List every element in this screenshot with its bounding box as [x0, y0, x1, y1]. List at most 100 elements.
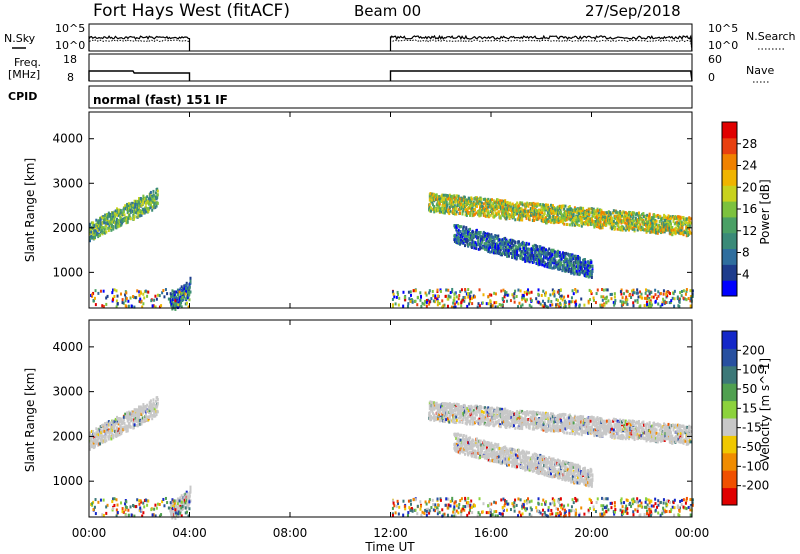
power-echo-point	[533, 257, 536, 261]
power-echo-point	[554, 250, 557, 254]
power-echo-point	[673, 289, 676, 293]
power-echo-point	[536, 245, 539, 249]
power-echo-point	[156, 196, 159, 200]
power-echo-point	[451, 287, 454, 291]
power-echo-point	[503, 248, 506, 252]
power-echo-point	[582, 263, 585, 267]
nsky-label: N.Sky	[4, 32, 36, 45]
power-echo-point	[403, 295, 406, 299]
power-echo-point	[471, 239, 474, 243]
power-echo-point	[420, 304, 423, 308]
power-echo-point	[555, 303, 558, 307]
power-echo-point	[535, 262, 538, 266]
power-echo-point	[556, 212, 559, 216]
velocity-echo-point	[107, 423, 110, 427]
power-echo-point	[438, 195, 441, 199]
power-echo-point	[536, 203, 539, 207]
power-echo-point	[491, 250, 494, 254]
power-echo-point	[524, 299, 527, 303]
velocity-echo-point	[175, 504, 178, 508]
power-echo-point	[539, 302, 542, 306]
power-echo-point	[518, 301, 521, 305]
y-tick-label: 2000	[52, 221, 83, 235]
power-echo-point	[528, 303, 531, 307]
power-echo-point	[480, 201, 483, 205]
power-echo-point	[97, 219, 100, 223]
power-echo-point	[498, 303, 501, 307]
power-echo-point	[647, 225, 650, 229]
power-echo-point	[438, 197, 441, 201]
power-echo-point	[534, 245, 537, 249]
velocity-echo-point	[98, 427, 101, 431]
power-echo-point	[560, 296, 563, 300]
power-echo-point	[90, 293, 93, 297]
velocity-echo-point	[183, 496, 186, 500]
power-echo-point	[443, 196, 446, 200]
power-echo-point	[489, 198, 492, 202]
power-echo-point	[140, 299, 143, 303]
power-echo-point	[686, 217, 689, 221]
power-echo-point	[497, 205, 500, 209]
power-echo-point	[463, 200, 466, 204]
power-echo-point	[620, 226, 623, 230]
power-echo-point	[551, 250, 554, 254]
power-echo-point	[523, 202, 526, 206]
velocity-echo-point	[442, 419, 445, 423]
power-echo-point	[634, 299, 637, 303]
power-echo-point	[658, 220, 661, 224]
power-echo-point	[682, 216, 685, 220]
velocity-echo-point	[111, 428, 114, 432]
power-echo-point	[485, 302, 488, 306]
power-echo-point	[662, 217, 665, 221]
power-echo-point	[470, 246, 473, 250]
power-echo-point	[464, 213, 467, 217]
power-echo-point	[126, 211, 129, 215]
power-echo-point	[505, 291, 508, 295]
power-echo-point	[433, 300, 436, 304]
power-echo-point	[458, 197, 461, 201]
power-echo-point	[177, 301, 180, 305]
power-echo-point	[508, 238, 511, 242]
power-echo-point	[538, 251, 541, 255]
power-echo-point	[456, 194, 459, 198]
velocity-echo-point	[92, 441, 95, 445]
power-echo-point	[94, 235, 97, 239]
power-echo-point	[605, 211, 608, 215]
power-echo-point	[663, 218, 666, 222]
power-echo-point	[599, 220, 602, 224]
power-echo-point	[91, 293, 94, 297]
power-echo-point	[453, 210, 456, 214]
power-echo-point	[109, 221, 112, 225]
power-echo-point	[515, 294, 518, 298]
power-echo-point	[396, 293, 399, 297]
velocity-echo-point	[107, 437, 110, 441]
velocity-echo-point	[122, 418, 125, 422]
velocity-echo-point	[435, 403, 438, 407]
power-echo-point	[685, 228, 688, 232]
power-echo-point	[457, 302, 460, 306]
velocity-echo-point	[149, 399, 152, 403]
power-echo-point	[474, 295, 477, 299]
power-echo-point	[127, 202, 130, 206]
power-echo-point	[519, 218, 522, 222]
power-echo-point	[464, 235, 467, 239]
power-echo-point	[613, 295, 616, 299]
velocity-echo-point	[450, 407, 453, 411]
power-echo-point	[523, 241, 526, 245]
power-echo-point	[679, 291, 682, 295]
power-echo-point	[420, 295, 423, 299]
power-echo-point	[435, 198, 438, 202]
power-echo-point	[188, 291, 191, 295]
power-echo-point	[173, 295, 176, 299]
power-echo-point	[550, 261, 553, 265]
power-echo-point	[434, 207, 437, 211]
power-echo-point	[581, 215, 584, 219]
power-echo-point	[511, 202, 514, 206]
power-echo-point	[571, 223, 574, 227]
power-echo-point	[480, 234, 483, 238]
power-echo-point	[647, 304, 650, 308]
power-echo-point	[553, 261, 556, 265]
velocity-echo-point	[103, 437, 106, 441]
power-echo-point	[487, 244, 490, 248]
power-echo-point	[622, 210, 625, 214]
